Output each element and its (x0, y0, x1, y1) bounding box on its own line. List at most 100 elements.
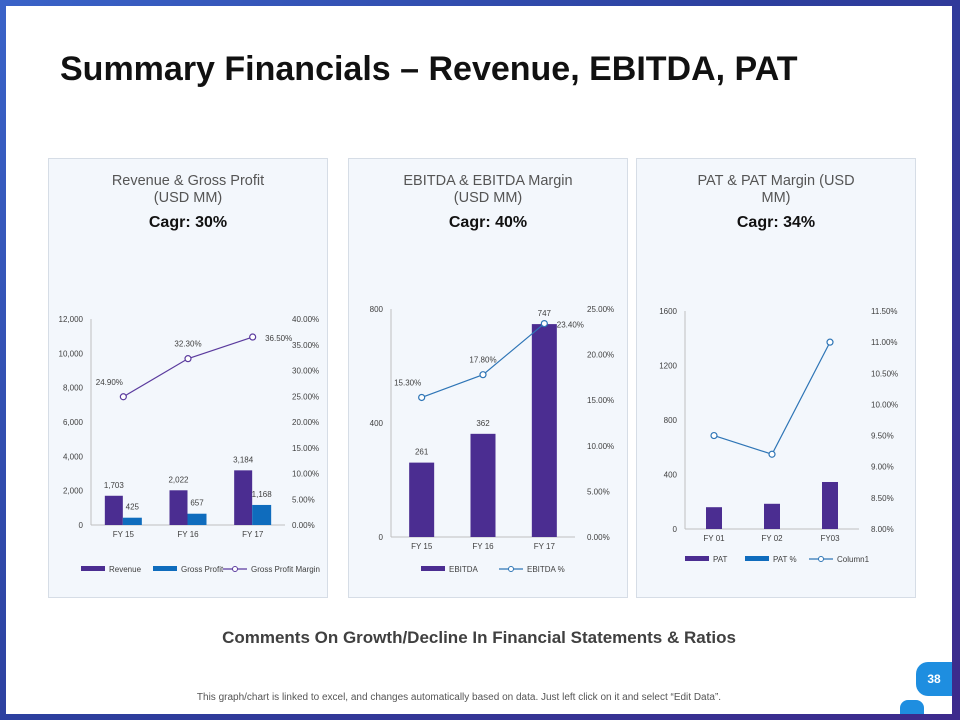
line-data-label: 36.50% (265, 334, 292, 343)
ebitda-chart-title: EBITDA & EBITDA Margin (USD MM) (349, 173, 627, 207)
bar-gross-profit (252, 504, 272, 525)
y2-tick-label: 35.00% (292, 341, 319, 350)
line-data-label: 23.40% (557, 321, 584, 330)
x-tick-label: FY 15 (113, 530, 135, 539)
y-tick-label: 6,000 (63, 418, 84, 427)
y-tick-label: 4,000 (63, 452, 84, 461)
x-tick-label: FY 16 (472, 542, 494, 551)
legend-label: Revenue (109, 565, 142, 574)
legend-marker (508, 566, 514, 572)
y2-tick-label: 0.00% (292, 521, 315, 530)
bar-pat (822, 481, 838, 529)
y2-tick-label: 40.00% (292, 315, 319, 324)
line-data-label: 15.30% (394, 378, 421, 387)
y-tick-label: 0 (79, 521, 84, 530)
legend-label: Gross Profit (181, 565, 224, 574)
bar-data-label: 3,184 (233, 455, 254, 464)
line-point (184, 355, 192, 363)
y2-tick-label: 25.00% (587, 305, 614, 314)
y2-tick-label: 8.50% (871, 494, 894, 503)
y-tick-label: 2,000 (63, 487, 84, 496)
y2-tick-label: 25.00% (292, 392, 319, 401)
line-point (119, 393, 127, 401)
bar-data-label: 2,022 (168, 475, 189, 484)
y2-tick-label: 10.50% (871, 369, 898, 378)
line-point (540, 319, 548, 328)
y2-tick-label: 5.00% (292, 495, 315, 504)
slide: Summary Financials – Revenue, EBITDA, PA… (6, 6, 952, 714)
y2-tick-label: 10.00% (587, 442, 614, 451)
bar-gross-profit (122, 517, 142, 525)
pat-cagr: Cagr: 34% (736, 214, 816, 231)
x-tick-label: FY 15 (411, 542, 433, 551)
y-tick-label: 800 (664, 416, 678, 425)
pat-chart-title-line2: MM) (761, 190, 791, 206)
legend-label: PAT (713, 555, 727, 564)
line-point (418, 393, 426, 402)
x-tick-label: FY 17 (242, 530, 264, 539)
y2-tick-label: 10.00% (871, 400, 898, 409)
line-data-label: 24.90% (96, 378, 123, 387)
y2-tick-label: 15.00% (292, 444, 319, 453)
page-number: 38 (916, 662, 952, 696)
y2-tick-label: 11.50% (871, 307, 898, 316)
bar-data-label: 657 (190, 499, 204, 508)
bar-ebitda (409, 462, 435, 537)
y-tick-label: 400 (370, 419, 384, 428)
revenue-cagr: Cagr: 30% (148, 214, 228, 231)
ebitda-chart-panel[interactable]: EBITDA & EBITDA Margin (USD MM) Cagr: 40… (348, 158, 628, 598)
y2-tick-label: 5.00% (587, 487, 610, 496)
revenue-chart-panel[interactable]: Revenue & Gross Profit (USD MM) Cagr: 30… (48, 158, 328, 598)
comments-heading: Comments On Growth/Decline In Financial … (222, 628, 736, 647)
y2-tick-label: 30.00% (292, 367, 319, 376)
legend-label: EBITDA % (527, 565, 565, 574)
bar-gross-profit (187, 513, 207, 525)
bar-revenue (169, 490, 188, 525)
bar-data-label: 747 (538, 309, 552, 318)
legend-swatch (81, 566, 105, 571)
pat-chart-panel[interactable]: PAT & PAT Margin (USD MM) Cagr: 34% 0 400… (636, 158, 916, 598)
bar-data-label: 1,703 (104, 481, 125, 490)
x-tick-label: FY 16 (177, 530, 199, 539)
y-tick-label: 800 (370, 305, 384, 314)
bar-revenue (104, 495, 123, 525)
line-data-label: 32.30% (174, 340, 201, 349)
bar-pat (764, 503, 780, 529)
y-tick-label: 1600 (659, 307, 677, 316)
y-tick-label: 0 (673, 525, 678, 534)
line-data-label: 17.80% (469, 356, 496, 365)
bar-data-label: 425 (126, 503, 140, 512)
y2-tick-label: 11.00% (871, 338, 898, 347)
y-tick-label: 8,000 (63, 384, 84, 393)
series-line (713, 341, 831, 455)
y-tick-label: 1200 (659, 362, 677, 371)
y2-tick-label: 9.00% (871, 463, 894, 472)
pat-chart-title: PAT & PAT Margin (USD MM) (637, 173, 915, 207)
x-tick-label: FY 02 (761, 534, 783, 543)
legend-label: PAT % (773, 555, 797, 564)
bar-data-label: 1,168 (252, 490, 273, 499)
bar-revenue (234, 470, 253, 525)
revenue-chart-svg: 0 2,000 4,000 6,000 8,000 10,000 12,000 0.00% 5.… (59, 315, 320, 574)
line-point (768, 450, 776, 458)
x-tick-label: FY 17 (534, 542, 556, 551)
line-point (826, 338, 834, 346)
legend-marker (232, 566, 238, 572)
revenue-chart-title-line1: Revenue & Gross Profit (111, 173, 265, 189)
bar-ebitda (470, 433, 496, 537)
bar-data-label: 261 (415, 448, 429, 457)
line-point (710, 431, 718, 440)
ebitda-chart-svg: 0 400 800 0.00% 5.00% 10.00% 15.00% 20.00% 25.00… (370, 305, 615, 574)
bar-ebitda (531, 324, 557, 537)
revenue-chart-title-line2: (USD MM) (153, 190, 223, 206)
y2-tick-label: 0.00% (587, 533, 610, 542)
page-title: Summary Financials – Revenue, EBITDA, PA… (60, 50, 798, 88)
revenue-chart-title: Revenue & Gross Profit (USD MM) (49, 173, 327, 207)
x-tick-label: FY 01 (703, 534, 725, 543)
y2-tick-label: 9.50% (871, 432, 894, 441)
footnote: This graph/chart is linked to excel, and… (196, 692, 722, 703)
ebitda-chart-title-line1: EBITDA & EBITDA Margin (403, 173, 573, 189)
legend-label: Column1 (837, 555, 870, 564)
legend-swatch (153, 566, 177, 571)
legend-swatch (745, 556, 769, 561)
